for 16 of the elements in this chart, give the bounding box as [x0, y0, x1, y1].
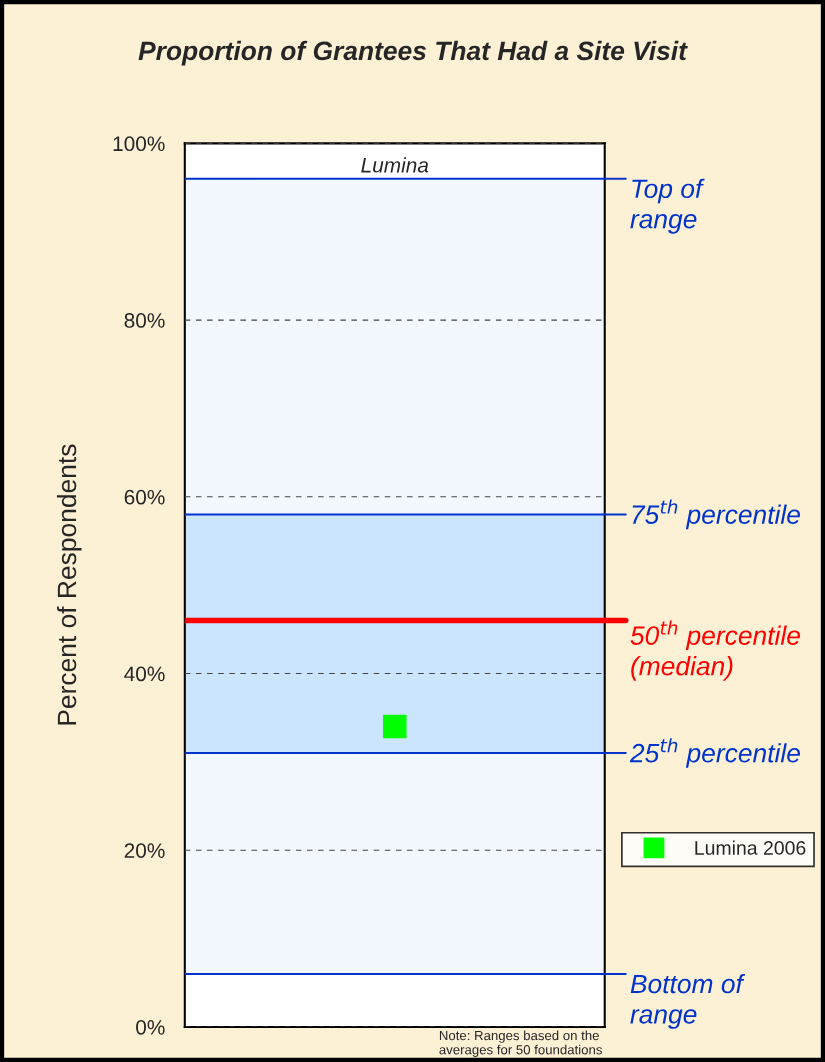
legend-label: Lumina 2006	[695, 840, 806, 855]
y-tick-label: 40%	[124, 666, 165, 682]
y-axis-title: Percent of Respondents	[56, 444, 82, 725]
legend-label: 50$^{th}$ percentile (median)	[630, 620, 800, 681]
y-tick-label: 100%	[113, 136, 165, 152]
x-tick-label: Lumina	[361, 157, 429, 173]
ref-line-label: 75$^{th}$ percentile	[632, 499, 800, 530]
legend-label: Bottom of range	[630, 973, 746, 1029]
y-tick-label: 60%	[124, 489, 165, 505]
chart-title: Proportion of Grantees That Had a Site Visit	[138, 40, 688, 66]
legend-label: Top of range	[630, 178, 705, 234]
y-tick-label: 80%	[124, 313, 165, 328]
text: Note: Ranges based on the averages for 50 foundations	[439, 1030, 602, 1057]
y-tick-label: 20%	[124, 843, 165, 858]
y-tick-label: 0%	[136, 1019, 165, 1035]
ref-line-label: 25$^{th}$ percentile	[629, 738, 800, 768]
